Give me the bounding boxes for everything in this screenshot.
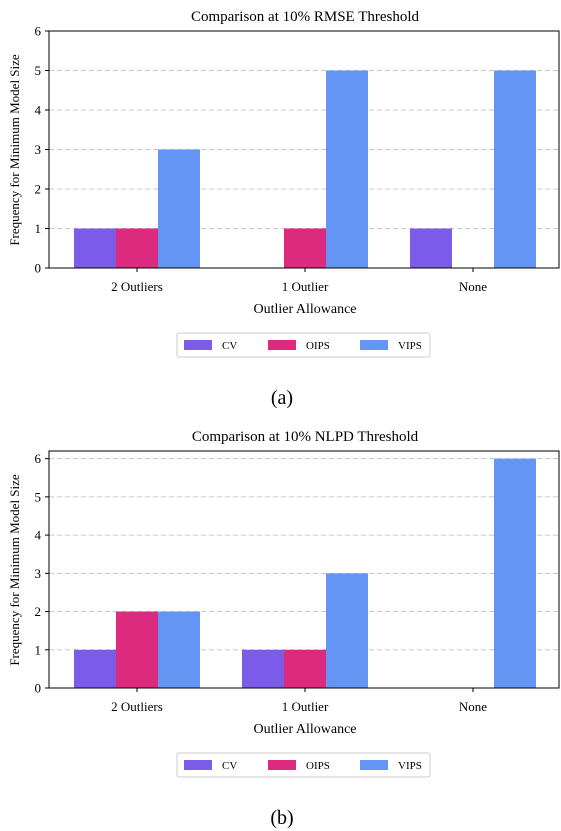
y-tick-label: 5 (35, 63, 42, 78)
x-tick-label: 2 Outliers (111, 699, 163, 714)
chart-b-legend: CV OIPS VIPS (176, 752, 431, 778)
legend-label-cv: CV (222, 760, 237, 772)
bar-vips (326, 70, 368, 268)
chart-b-bars (74, 458, 536, 688)
legend-label-oips: OIPS (306, 340, 330, 352)
chart-a-x-ticks: 2 Outliers 1 Outlier None (111, 268, 487, 294)
bar-vips (326, 573, 368, 688)
legend-swatch-cv (184, 340, 212, 350)
legend-swatch-oips (268, 760, 296, 770)
x-tick-label: 1 Outlier (282, 279, 329, 294)
chart-a: Comparison at 10% RMSE Threshold 0 1 2 3 4 5 6… (7, 9, 560, 409)
chart-a-title: Comparison at 10% RMSE Threshold (191, 9, 420, 25)
legend-label-vips: VIPS (398, 340, 422, 352)
y-tick-label: 3 (35, 566, 42, 581)
chart-a-y-ticks: 0 1 2 3 4 5 6 (35, 24, 49, 276)
bar-vips (494, 70, 536, 268)
chart-b: Comparison at 10% NLPD Threshold 0 1 2 3 4 5 6… (7, 429, 560, 829)
chart-b-title: Comparison at 10% NLPD Threshold (192, 429, 419, 445)
bar-vips (494, 458, 536, 688)
bar-vips (158, 611, 200, 688)
bar-vips (158, 149, 200, 268)
chart-b-x-axis-label: Outlier Allowance (253, 722, 356, 737)
y-tick-label: 0 (35, 681, 42, 696)
y-tick-label: 6 (35, 451, 42, 466)
y-tick-label: 4 (35, 528, 42, 543)
bar-oips (284, 228, 326, 268)
y-tick-label: 2 (35, 604, 42, 619)
legend-label-oips: OIPS (306, 760, 330, 772)
legend-label-vips: VIPS (398, 760, 422, 772)
chart-a-gridlines (49, 30, 559, 229)
legend-swatch-vips (360, 760, 388, 770)
y-tick-label: 1 (35, 221, 42, 236)
x-tick-label: 1 Outlier (282, 699, 329, 714)
legend-swatch-vips (360, 340, 388, 350)
chart-b-y-ticks: 0 1 2 3 4 5 6 (35, 451, 49, 696)
chart-a-bars (74, 70, 536, 268)
chart-b-x-ticks: 2 Outliers 1 Outlier None (111, 688, 487, 714)
legend-swatch-oips (268, 340, 296, 350)
legend-swatch-cv (184, 760, 212, 770)
bar-oips (116, 228, 158, 268)
y-tick-label: 2 (35, 182, 42, 197)
chart-a-x-axis-label: Outlier Allowance (253, 302, 356, 317)
x-tick-label: None (459, 279, 487, 294)
caption-b: (b) (270, 807, 293, 829)
y-tick-label: 4 (35, 103, 42, 118)
bar-oips (284, 649, 326, 688)
bar-cv (74, 649, 116, 688)
bar-oips (116, 611, 158, 688)
chart-a-y-axis-label: Frequency for Minimum Model Size (7, 54, 22, 246)
x-tick-label: 2 Outliers (111, 279, 163, 294)
bar-cv (242, 649, 284, 688)
legend-label-cv: CV (222, 340, 237, 352)
bar-cv (74, 228, 116, 268)
y-tick-label: 6 (35, 24, 42, 39)
chart-b-plot-frame (48, 450, 560, 689)
y-tick-label: 5 (35, 489, 42, 504)
caption-a: (a) (271, 387, 293, 409)
chart-b-legend-box (176, 752, 431, 778)
y-tick-label: 3 (35, 142, 42, 157)
chart-b-y-axis-label: Frequency for Minimum Model Size (7, 474, 22, 666)
bar-cv (410, 228, 452, 268)
x-tick-label: None (459, 699, 487, 714)
chart-a-legend: CV OIPS VIPS (176, 332, 431, 358)
chart-a-legend-box (176, 332, 431, 358)
y-tick-label: 1 (35, 642, 42, 657)
y-tick-label: 0 (35, 261, 42, 276)
